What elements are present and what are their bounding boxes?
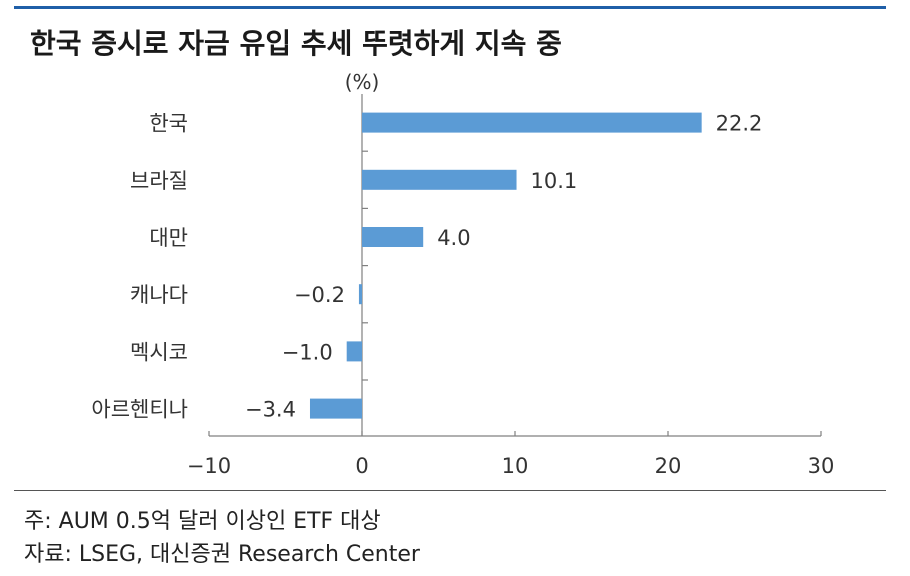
footnote: 주: AUM 0.5억 달러 이상인 ETF 대상	[24, 509, 381, 534]
bottom-rule	[14, 490, 886, 491]
category-label: 대만	[149, 226, 188, 250]
bar-chart: (%) −10 0 10 20 30 한국 22.2 브라질 10.1 대만 4.0 캐나다 −0.2 멕시…	[91, 70, 835, 478]
bar	[362, 227, 424, 247]
bar	[309, 398, 362, 419]
data-label: −3.4	[245, 398, 296, 422]
top-rule	[14, 6, 886, 9]
category-label: 한국	[149, 112, 188, 136]
data-label: −0.2	[294, 283, 345, 307]
x-tick-label: 30	[808, 454, 835, 478]
chart-title: 한국 증시로 자금 유입 추세 뚜렷하게 지속 중	[30, 27, 562, 60]
category-label: 브라질	[130, 169, 188, 193]
category-label: 캐나다	[130, 283, 188, 307]
bar	[358, 284, 362, 305]
unit-label: (%)	[345, 70, 380, 94]
data-label: 10.1	[531, 169, 578, 193]
bar	[362, 169, 517, 190]
category-label: 아르헨티나	[91, 398, 188, 422]
data-label: 4.0	[437, 226, 470, 250]
x-tick-label: 10	[502, 454, 529, 478]
x-tick-label: 20	[655, 454, 682, 478]
data-label: 22.2	[716, 112, 763, 136]
bar	[346, 341, 362, 362]
category-label: 멕시코	[130, 340, 188, 364]
x-tick-label: −10	[187, 454, 231, 478]
source-note: 자료: LSEG, 대신증권 Research Center	[24, 542, 420, 567]
x-tick-label: 0	[355, 454, 368, 478]
data-label: −1.0	[282, 340, 333, 364]
bar	[362, 112, 702, 133]
